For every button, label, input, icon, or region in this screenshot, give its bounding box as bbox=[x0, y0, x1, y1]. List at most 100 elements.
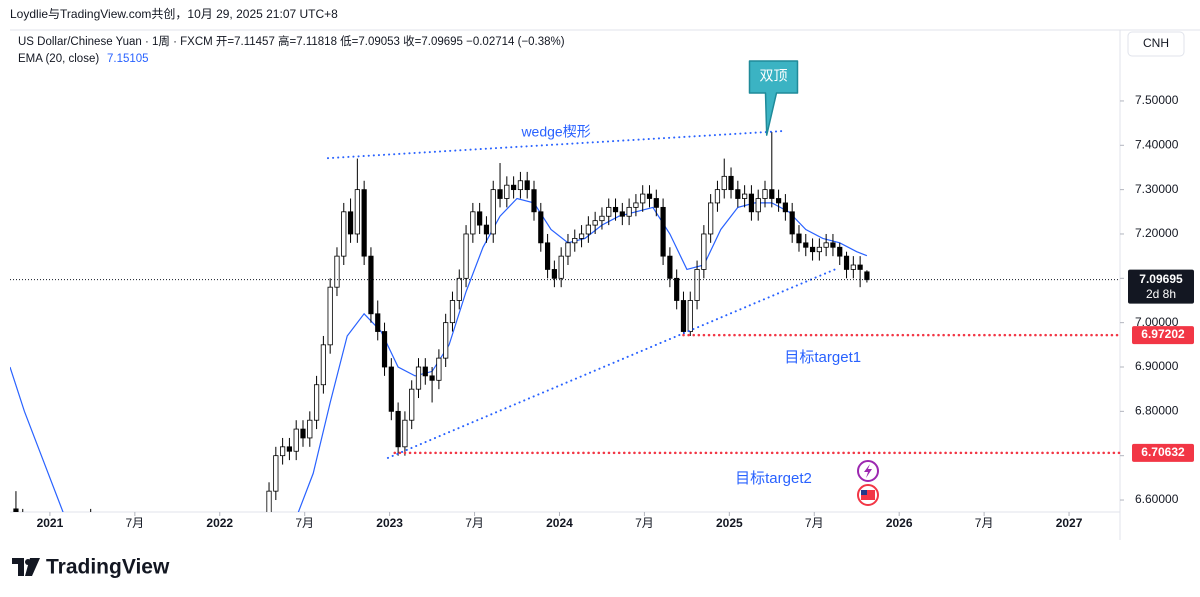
candle-body bbox=[388, 366, 394, 412]
x-tick-label: 7月 bbox=[805, 516, 824, 530]
candle-body bbox=[646, 193, 653, 199]
currency[interactable]: CNH bbox=[1143, 36, 1169, 50]
candle-body bbox=[714, 189, 721, 204]
candle-body bbox=[280, 446, 286, 457]
candle-body bbox=[449, 300, 456, 324]
trendline bbox=[386, 267, 840, 459]
candle-body bbox=[708, 202, 714, 235]
candle-body bbox=[477, 211, 483, 226]
candle-body bbox=[307, 419, 313, 439]
candle-body bbox=[320, 344, 326, 386]
x-tick-label: 7月 bbox=[465, 516, 484, 530]
candle-body bbox=[497, 189, 503, 199]
candle-body bbox=[578, 233, 585, 239]
indicator-name: EMA (20, close) bbox=[18, 53, 99, 65]
candle-body bbox=[748, 193, 755, 213]
logo: TradingView bbox=[12, 556, 170, 579]
last-price-bg bbox=[1128, 269, 1194, 304]
y-tick-label: 7.00000 bbox=[1135, 315, 1179, 329]
callout-box bbox=[748, 60, 799, 136]
candle-body bbox=[286, 446, 293, 452]
candle-body bbox=[341, 211, 347, 257]
candle-body bbox=[470, 211, 476, 235]
y-tick-label: 7.30000 bbox=[1135, 182, 1179, 196]
logo-dot bbox=[25, 559, 31, 565]
candle-body bbox=[490, 189, 496, 235]
x-tick-label: 2023 bbox=[376, 516, 403, 530]
x-tick-label: 2027 bbox=[1056, 516, 1083, 530]
candle-body bbox=[504, 184, 510, 199]
last-price-label: 7.09695 bbox=[1139, 272, 1183, 286]
y-tick-label: 7.20000 bbox=[1135, 226, 1179, 240]
candle-body bbox=[429, 375, 435, 381]
candle-body bbox=[857, 264, 863, 270]
brand: TradingView bbox=[46, 556, 170, 579]
level-label: 6.97202 bbox=[1141, 327, 1185, 341]
candle-body bbox=[830, 242, 836, 248]
candle-body bbox=[769, 189, 775, 199]
candle-body bbox=[544, 242, 551, 270]
x-tick-label: 7月 bbox=[125, 516, 144, 530]
candle-body bbox=[626, 206, 632, 217]
annotation: 目标target1 bbox=[784, 349, 861, 366]
indicator-value: 7.15105 bbox=[107, 53, 149, 65]
candle-body bbox=[381, 331, 388, 368]
candle-body bbox=[606, 206, 612, 217]
candle-body bbox=[538, 211, 544, 244]
candle-body bbox=[273, 455, 279, 492]
candle-body bbox=[463, 233, 469, 279]
candle-body bbox=[21, 518, 25, 527]
annotation: 目标target2 bbox=[735, 470, 812, 487]
candle-body bbox=[823, 242, 829, 248]
candle-body bbox=[782, 202, 788, 213]
level-label: 6.70632 bbox=[1141, 445, 1185, 459]
candle-body bbox=[837, 246, 843, 257]
legend: US Dollar/Chinese Yuan · 1周 · FXCM 开=7.1… bbox=[18, 34, 565, 48]
candle-body bbox=[13, 508, 19, 512]
x-tick-label: 7月 bbox=[975, 516, 994, 530]
candle-body bbox=[511, 184, 517, 191]
candle-body bbox=[864, 271, 870, 281]
y-tick-label: 7.40000 bbox=[1135, 137, 1179, 151]
attribution: Loydlie与TradingView.com共创，10月 29, 2025 2… bbox=[10, 7, 338, 21]
candle-body bbox=[667, 255, 673, 279]
event-icon-glyph bbox=[864, 464, 872, 478]
candle-body bbox=[789, 211, 795, 235]
level-label-bg bbox=[1132, 326, 1194, 345]
currency-button[interactable] bbox=[1127, 31, 1185, 57]
candle-body bbox=[327, 286, 333, 346]
candle-body bbox=[88, 518, 92, 522]
candle-body bbox=[531, 189, 537, 213]
candle-body bbox=[551, 269, 557, 279]
candle-body bbox=[354, 189, 360, 235]
y-tick-label: 6.90000 bbox=[1135, 359, 1179, 373]
candle-body bbox=[653, 198, 659, 208]
candle-body bbox=[721, 175, 727, 191]
candle-body bbox=[599, 215, 605, 222]
candle-body bbox=[313, 384, 320, 421]
candle-body bbox=[742, 193, 748, 199]
y-tick-label: 6.80000 bbox=[1135, 404, 1179, 418]
logo-mark bbox=[12, 558, 40, 576]
candle-body bbox=[843, 255, 850, 270]
candle-body bbox=[368, 255, 374, 315]
level-label-bg bbox=[1132, 443, 1194, 462]
candle-body bbox=[293, 428, 299, 452]
candle-body bbox=[361, 189, 367, 257]
candle-body bbox=[687, 300, 693, 332]
candle-body bbox=[803, 242, 809, 248]
candle-body bbox=[619, 211, 625, 217]
candle-body bbox=[436, 357, 442, 381]
candle-body bbox=[347, 211, 354, 235]
flag bbox=[861, 490, 875, 500]
candle-body bbox=[660, 206, 666, 257]
candle-body bbox=[755, 198, 761, 213]
candle-body bbox=[612, 206, 619, 213]
candle-body bbox=[633, 202, 639, 208]
event-icons[interactable] bbox=[857, 460, 879, 506]
candle-body bbox=[565, 242, 571, 257]
candle-body bbox=[334, 255, 340, 288]
candle-body bbox=[728, 175, 734, 191]
trendline bbox=[326, 130, 783, 160]
